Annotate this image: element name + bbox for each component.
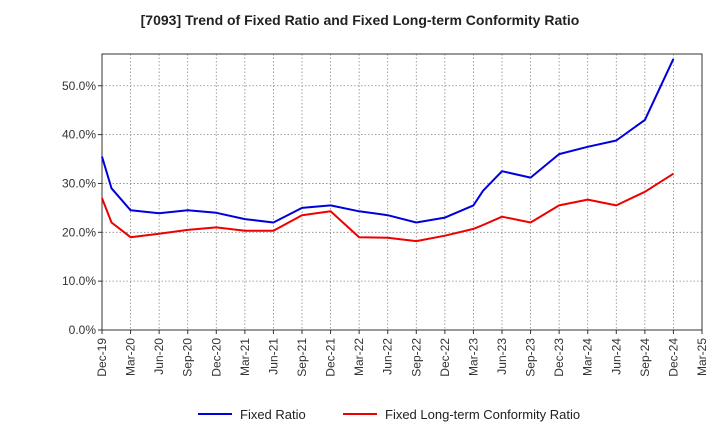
series-lines (101, 58, 675, 243)
series-line-2 (101, 172, 674, 243)
y-axis: 0.0% 10.0% 20.0% 30.0% 40.0% 50.0% (62, 79, 102, 337)
x-tick-label: Dec-24 (666, 338, 680, 377)
y-tick-label: 40.0% (62, 128, 96, 142)
x-tick-label: Dec-21 (324, 338, 338, 377)
grid-lines (101, 54, 703, 330)
x-tick-label: Jun-20 (152, 338, 166, 375)
y-tick-label: 20.0% (62, 225, 96, 239)
x-tick-label: Sep-21 (295, 338, 309, 377)
legend: Fixed Ratio Fixed Long-term Conformity Ra… (198, 407, 580, 422)
x-tick-label: Mar-24 (581, 338, 595, 376)
y-tick-label: 50.0% (62, 79, 96, 93)
x-tick-label: Jun-23 (495, 338, 509, 375)
legend-label: Fixed Ratio (240, 407, 306, 422)
x-tick-label: Mar-20 (124, 338, 138, 376)
plot-area-frame (101, 53, 703, 331)
x-tick-label: Sep-20 (181, 338, 195, 377)
x-tick-label: Mar-23 (466, 338, 480, 376)
y-tick-label: 30.0% (62, 176, 96, 190)
x-tick-label: Dec-20 (209, 338, 223, 377)
chart-title: [7093] Trend of Fixed Ratio and Fixed Lo… (140, 12, 580, 28)
x-tick-label: Dec-19 (95, 338, 109, 377)
y-tick-label: 0.0% (69, 323, 97, 337)
x-tick-label: Mar-25 (695, 338, 709, 376)
x-tick-label: Dec-22 (438, 338, 452, 377)
x-tick-label: Jun-24 (609, 338, 623, 375)
x-tick-label: Sep-24 (638, 338, 652, 377)
series-line-1 (101, 58, 675, 224)
x-tick-label: Mar-21 (238, 338, 252, 376)
x-tick-label: Jun-21 (266, 338, 280, 375)
x-axis: Dec-19 Mar-20 Jun-20 Sep-20 Dec-20 Mar-21 Jun-… (95, 330, 709, 377)
x-tick-label: Jun-22 (381, 338, 395, 375)
legend-label: Fixed Long-term Conformity Ratio (385, 407, 580, 422)
y-tick-label: 10.0% (62, 274, 96, 288)
x-tick-label: Sep-23 (524, 338, 538, 377)
x-tick-label: Dec-23 (552, 338, 566, 377)
x-tick-label: Sep-22 (409, 338, 423, 377)
x-tick-label: Mar-22 (352, 338, 366, 376)
